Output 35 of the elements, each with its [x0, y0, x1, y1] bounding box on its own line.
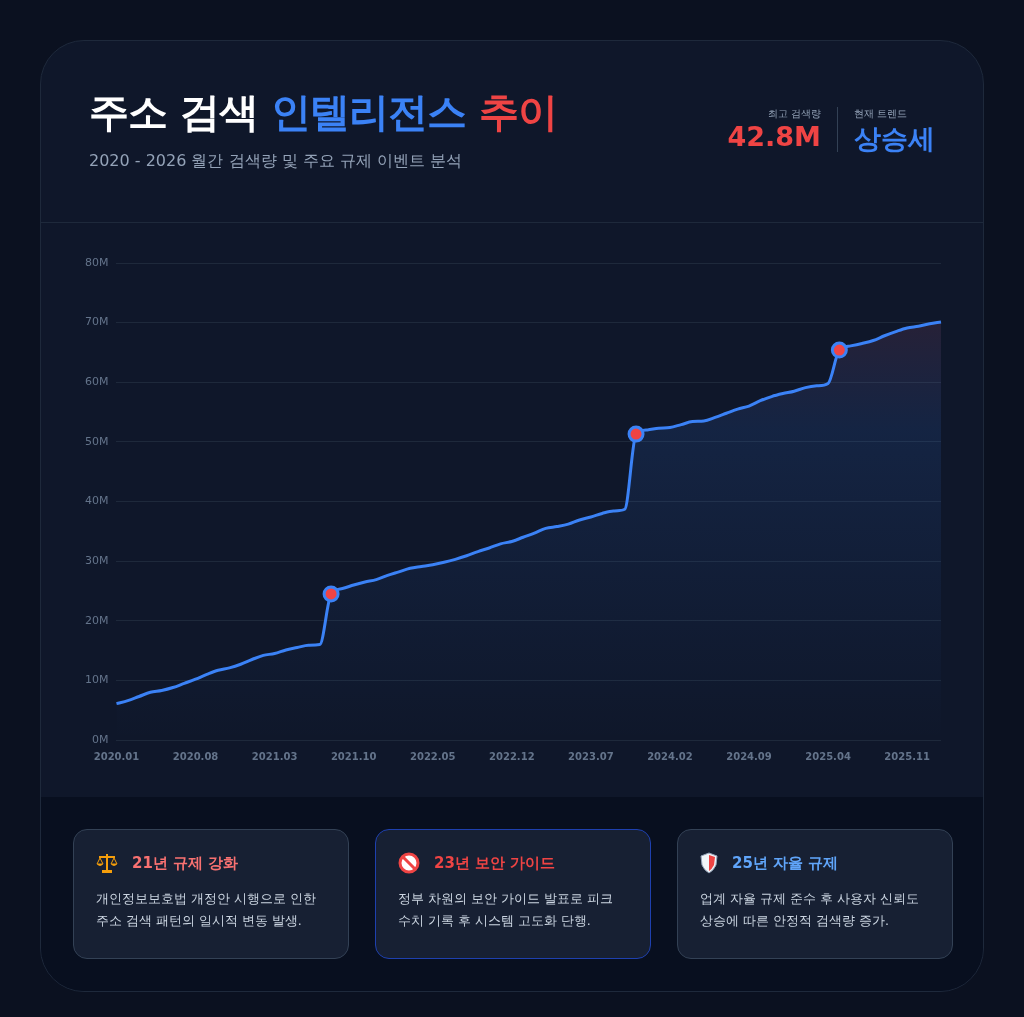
x-tick-label: 2023.07: [568, 750, 614, 762]
x-tick-label: 2025.11: [884, 750, 930, 762]
y-tick-label: 80M: [84, 255, 109, 269]
y-tick-label: 70M: [84, 315, 109, 329]
text: 최고 검색량: [766, 107, 821, 121]
x-tick-label: 2022.05: [409, 750, 456, 762]
x-tick-label: 2024.09: [726, 750, 772, 762]
x-tick-label: 2024.02: [647, 750, 693, 762]
y-tick-label: 60M: [84, 375, 109, 389]
point: [627, 425, 645, 443]
x-tick-label: 2020.01: [93, 750, 140, 762]
point: [830, 341, 848, 359]
x-tick-label: 2021.10: [330, 750, 377, 762]
text: 상승세: [854, 122, 935, 156]
x-tick-label: 2022.12: [489, 750, 535, 762]
point: [322, 585, 340, 603]
text: 개인정보보호법 개정안 시행으로 인한 주소 검색 패턴의 일시적 변동 발생.: [96, 890, 317, 930]
y-tick-label: 0M: [91, 732, 109, 746]
y-tick-label: 50M: [84, 434, 109, 448]
text: 정부 차원의 보안 가이드 발표로 피크 수치 기록 후 시스템 고도화 단행.: [398, 890, 614, 930]
text: 현재 트렌드: [854, 107, 909, 121]
x-tick-label: 2020.08: [172, 750, 219, 762]
y-tick-label: 30M: [84, 553, 109, 567]
text: 25년 자율 규제: [732, 853, 839, 873]
chart-subtitle: 2020 - 2026 월간 검색량 및 주요 규제 이벤트 분석: [89, 151, 462, 172]
x-tick-label: 2025.04: [805, 750, 851, 762]
text: 21년 규제 강화: [132, 853, 239, 873]
y-tick-label: 20M: [84, 613, 109, 627]
chart-title: 주소 검색 인텔리전스 추이: [89, 89, 557, 135]
text: 42.8M: [727, 121, 821, 152]
text: 업계 자율 규제 준수 후 사용자 신뢰도 상승에 따른 안정적 검색량 증가.: [700, 890, 920, 930]
x-tick-label: 2021.03: [251, 750, 298, 762]
y-tick-label: 10M: [84, 673, 109, 687]
text: 23년 보안 가이드: [434, 853, 556, 873]
y-tick-label: 40M: [84, 494, 109, 508]
